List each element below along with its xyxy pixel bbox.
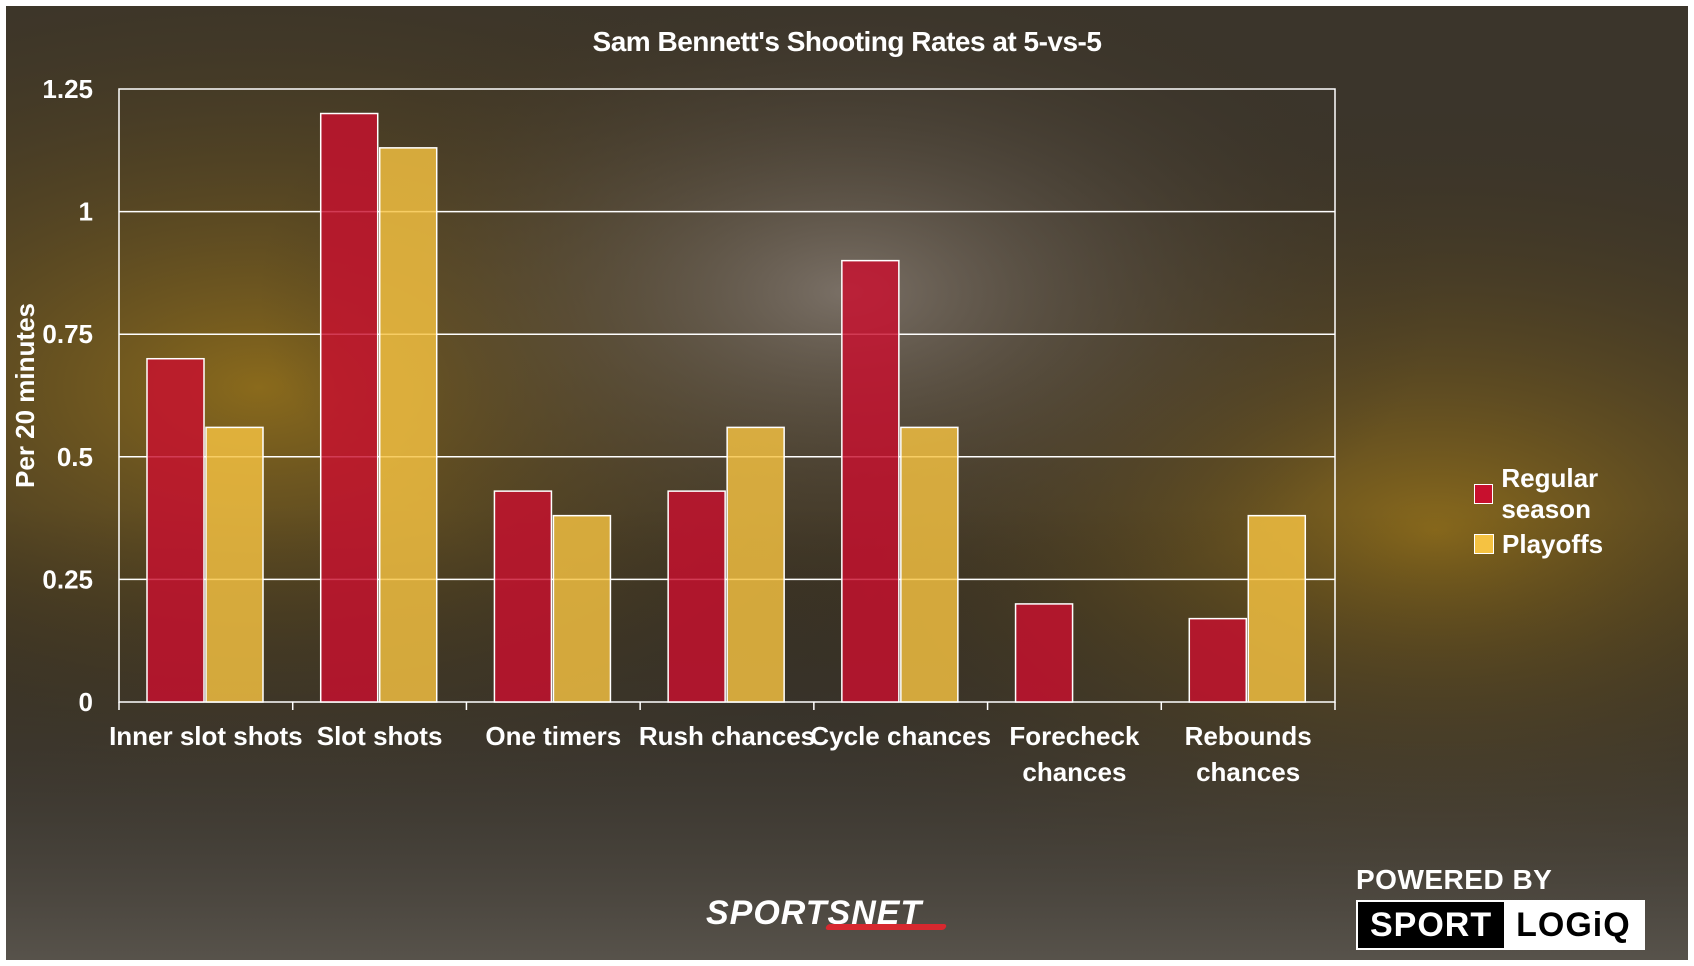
bar-playoffs bbox=[205, 426, 264, 703]
bar-regular-season bbox=[1188, 617, 1248, 703]
legend-label-regular-season: Regular season bbox=[1501, 463, 1599, 524]
x-tick-label: Rush chances bbox=[639, 721, 815, 751]
bar-playoffs bbox=[1247, 514, 1307, 703]
sportlogiq-logiq-text: LOGiQ bbox=[1504, 902, 1643, 948]
bar-playoffs bbox=[552, 514, 612, 703]
legend-swatch-playoffs bbox=[1474, 534, 1494, 554]
sportsnet-swoosh-icon bbox=[824, 924, 948, 930]
bar-regular-season bbox=[841, 259, 900, 703]
y-axis-title: Per 20 minutes bbox=[10, 303, 40, 488]
x-tick-label: chances bbox=[1022, 757, 1126, 787]
chart-frame: 0 0.25 0.5 0.75 1 1.25 Per 20 minutes Inner slo… bbox=[6, 6, 1688, 960]
y-tick-label: 1 bbox=[79, 197, 93, 227]
y-tick-label: 0.75 bbox=[42, 319, 93, 349]
legend-item-regular-season: Regular season bbox=[1474, 463, 1688, 524]
legend-label-playoffs: Playoffs bbox=[1502, 528, 1604, 559]
bar-regular-season bbox=[493, 490, 553, 703]
bar-playoffs bbox=[900, 426, 959, 703]
bar-regular-season bbox=[146, 357, 205, 703]
sportlogiq-logo: SPORT LOGiQ bbox=[1356, 900, 1645, 950]
sportlogiq-sport-text: SPORT bbox=[1358, 902, 1505, 948]
y-tick-label: 0.5 bbox=[57, 442, 93, 472]
bar-playoffs bbox=[726, 426, 785, 703]
x-tick-label: Forecheck bbox=[1009, 721, 1140, 751]
legend-swatch-regular-season bbox=[1474, 484, 1494, 504]
x-tick-label: Inner slot shots bbox=[109, 721, 303, 751]
y-tick-label: 0.25 bbox=[42, 564, 93, 594]
powered-by-label: POWERED BY bbox=[1356, 864, 1553, 895]
x-tick-label: Slot shots bbox=[317, 721, 443, 751]
bar-regular-season bbox=[319, 112, 379, 703]
x-tick-label: Rebounds bbox=[1185, 721, 1312, 751]
bar-regular-season bbox=[667, 490, 726, 703]
legend-item-playoffs: Playoffs bbox=[1474, 528, 1688, 560]
x-tick-label: chances bbox=[1196, 757, 1300, 787]
x-tick-label: Cycle chances bbox=[810, 721, 991, 751]
bar-playoffs bbox=[378, 147, 438, 703]
bar-chart: 0 0.25 0.5 0.75 1 1.25 Per 20 minutes Inner slo… bbox=[10, 74, 1336, 787]
y-tick-label: 0 bbox=[79, 687, 93, 717]
chart-title: Sam Bennett's Shooting Rates at 5-vs-5 bbox=[592, 26, 1102, 57]
legend: Regular season Playoffs bbox=[1474, 463, 1688, 578]
bar-regular-season bbox=[1014, 603, 1074, 703]
y-tick-label: 1.25 bbox=[42, 74, 93, 104]
x-tick-label: One timers bbox=[485, 721, 621, 751]
